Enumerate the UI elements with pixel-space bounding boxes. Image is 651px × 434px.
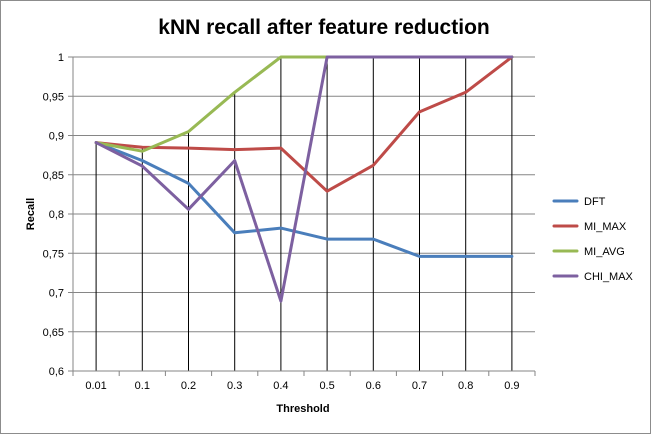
y-tick-label: 1 bbox=[58, 52, 64, 64]
legend-label: DFT bbox=[584, 196, 606, 208]
x-tick-label: 0.8 bbox=[458, 380, 473, 392]
y-tick-label: 0,6 bbox=[49, 366, 64, 378]
x-tick-label: 0.5 bbox=[319, 380, 334, 392]
legend-label: MI_MAX bbox=[584, 221, 627, 233]
axes bbox=[72, 57, 536, 376]
series-line-chi-max bbox=[94, 55, 514, 303]
y-tick-label: 0,9 bbox=[49, 131, 64, 143]
chart-title: kNN recall after feature reduction bbox=[158, 16, 489, 39]
x-tick-label: 0.7 bbox=[412, 380, 427, 392]
y-tick-label: 0,75 bbox=[43, 248, 64, 260]
y-axis-title: Recall bbox=[25, 198, 37, 230]
x-tick-label: 0.2 bbox=[181, 380, 196, 392]
legend-label: MI_AVG bbox=[584, 246, 625, 258]
x-tick-label: 0.3 bbox=[227, 380, 242, 392]
x-axis-title: Threshold bbox=[276, 403, 329, 415]
x-tick-label: 0.4 bbox=[273, 380, 288, 392]
x-tick-labels: 0.01 0.1 0.2 0.3 0.4 0.5 0.6 0.7 0.8 0.9 bbox=[85, 380, 519, 392]
gridlines bbox=[68, 56, 535, 372]
series-lines bbox=[94, 55, 514, 303]
drop-lines bbox=[95, 57, 513, 371]
y-tick-label: 0,8 bbox=[49, 209, 64, 221]
y-tick-label: 0,7 bbox=[49, 288, 64, 300]
series-line-mi-avg bbox=[94, 55, 514, 153]
x-tick-label: 0.9 bbox=[504, 380, 519, 392]
legend: DFT MI_MAX MI_AVG CHI_MAX bbox=[552, 196, 634, 283]
series-line-mi-max bbox=[94, 55, 514, 193]
x-tick-label: 0.01 bbox=[85, 380, 106, 392]
y-tick-label: 0,65 bbox=[43, 327, 64, 339]
y-tick-label: 0,95 bbox=[43, 91, 64, 103]
y-tick-labels: 0,6 0,65 0,7 0,75 0,8 0,85 0,9 0,95 1 bbox=[43, 52, 64, 378]
series-line-dft bbox=[94, 141, 514, 258]
legend-label: CHI_MAX bbox=[584, 271, 634, 283]
x-tick-label: 0.6 bbox=[366, 380, 381, 392]
y-tick-label: 0,85 bbox=[43, 170, 64, 182]
x-tick-label: 0.1 bbox=[135, 380, 150, 392]
